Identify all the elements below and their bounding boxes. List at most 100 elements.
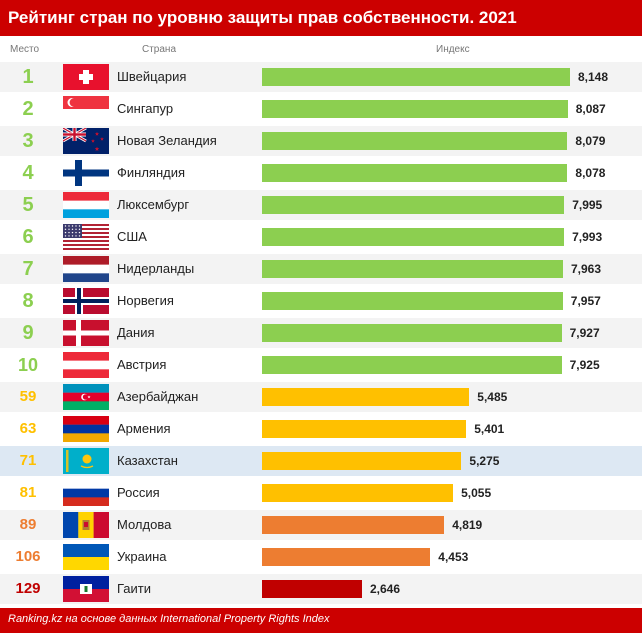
chart-row: 4 Финляндия 8,078 — [0, 158, 642, 188]
rank-label: 2 — [22, 98, 34, 120]
value-label: 7,963 — [571, 262, 602, 276]
country-label: Норвегия — [117, 293, 174, 308]
usa-flag — [63, 224, 109, 250]
chart-row: 129 Гаити 2,646 — [0, 574, 642, 604]
austria-flag — [63, 352, 109, 378]
bar — [262, 452, 462, 470]
rank-label: 8 — [22, 290, 34, 312]
bar — [262, 196, 565, 214]
netherlands-flag — [63, 256, 109, 282]
country-label: Люксембург — [117, 197, 190, 212]
value-label: 7,957 — [570, 294, 601, 308]
chart-row: 5 Люксембург 7,995 — [0, 190, 642, 220]
russia-flag — [63, 480, 109, 506]
chart-row: 1 Швейцария 8,148 — [0, 62, 642, 92]
country-label: Украина — [117, 549, 167, 564]
ukraine-flag — [63, 544, 109, 570]
rank-label: 9 — [22, 322, 34, 344]
country-label: Австрия — [117, 357, 167, 372]
chart-row: 10 Австрия 7,925 — [0, 350, 642, 380]
chart-header: Рейтинг стран по уровню защиты прав собс… — [0, 0, 642, 36]
country-label: Сингапур — [117, 101, 174, 116]
rank-label: 59 — [19, 388, 37, 405]
bar — [262, 132, 568, 150]
country-label: США — [117, 229, 147, 244]
rank-label: 81 — [19, 484, 37, 501]
chart-row: 2 Сингапур 8,087 — [0, 94, 642, 124]
rank-label: 7 — [22, 258, 34, 280]
value-label: 2,646 — [370, 582, 401, 596]
country-label: Финляндия — [117, 165, 186, 180]
chart-row: 9 Дания 7,927 — [0, 318, 642, 348]
country-label: Молдова — [117, 517, 172, 532]
chart-footer: Ranking.kz на основе данных Internationa… — [0, 608, 642, 633]
haiti-flag — [63, 576, 109, 602]
rank-label: 1 — [22, 66, 34, 88]
chart-row: 8 Норвегия 7,957 — [0, 286, 642, 316]
rank-label: 4 — [22, 162, 34, 184]
bar — [262, 388, 470, 406]
chart-row: 7 Нидерланды 7,963 — [0, 254, 642, 284]
value-label: 5,401 — [474, 422, 505, 436]
value-label: 8,148 — [578, 70, 609, 84]
chart-title: Рейтинг стран по уровню защиты прав собс… — [8, 8, 517, 27]
value-label: 7,995 — [572, 198, 603, 212]
value-label: 4,819 — [452, 518, 483, 532]
country-label: Гаити — [117, 581, 152, 596]
bar — [262, 356, 562, 374]
value-label: 4,453 — [438, 550, 469, 564]
value-label: 5,485 — [477, 390, 508, 404]
value-label: 8,087 — [575, 102, 606, 116]
rank-label: 63 — [19, 420, 37, 437]
azerbaijan-flag — [63, 384, 109, 410]
bar — [262, 484, 454, 502]
column-header-country: Страна — [142, 44, 177, 55]
rank-label: 129 — [15, 580, 41, 597]
country-label: Азербайджан — [117, 389, 199, 404]
column-header-index: Индекс — [436, 44, 470, 55]
bar — [262, 260, 563, 278]
rank-label: 5 — [22, 194, 34, 216]
bar — [262, 164, 568, 182]
armenia-flag — [63, 416, 109, 442]
country-label: Армения — [117, 421, 171, 436]
value-label: 7,927 — [569, 326, 600, 340]
rank-label: 71 — [19, 452, 37, 469]
finland-flag — [63, 160, 109, 186]
value-label: 7,993 — [572, 230, 603, 244]
chart-row: 3 Новая Зеландия 8,079 — [0, 126, 642, 156]
value-label: 8,078 — [575, 166, 606, 180]
chart-row: 106 Украина 4,453 — [0, 542, 642, 572]
value-label: 5,275 — [469, 454, 500, 468]
bar — [262, 100, 568, 118]
chart-row: 81 Россия 5,055 — [0, 478, 642, 508]
rank-label: 106 — [15, 548, 41, 565]
bar — [262, 548, 431, 566]
chart-row: 59 Азербайджан 5,485 — [0, 382, 642, 412]
country-label: Нидерланды — [117, 261, 195, 276]
bar — [262, 580, 362, 598]
rank-label: 10 — [17, 355, 39, 375]
singapore-flag — [63, 96, 109, 122]
value-label: 5,055 — [461, 486, 492, 500]
country-label: Казахстан — [117, 453, 178, 468]
rank-label: 3 — [22, 130, 34, 152]
chart-row: 89 Молдова 4,819 — [0, 510, 642, 540]
source-note: Ranking.kz на основе данных Internationa… — [8, 613, 330, 625]
bar — [262, 228, 565, 246]
country-label: Новая Зеландия — [117, 133, 217, 148]
bar — [262, 420, 467, 438]
country-label: Россия — [117, 485, 160, 500]
value-label: 7,925 — [569, 358, 600, 372]
luxembourg-flag — [63, 192, 109, 218]
bar — [262, 292, 563, 310]
chart-row: 6 США 7,993 — [0, 222, 642, 252]
rank-label: 6 — [22, 226, 34, 248]
moldova-flag — [63, 512, 109, 538]
bar — [262, 516, 445, 534]
chart-row: 63 Армения 5,401 — [0, 414, 642, 444]
country-label: Дания — [117, 325, 155, 340]
new-zealand-flag — [63, 128, 109, 154]
norway-flag — [63, 288, 109, 314]
bar — [262, 324, 562, 342]
